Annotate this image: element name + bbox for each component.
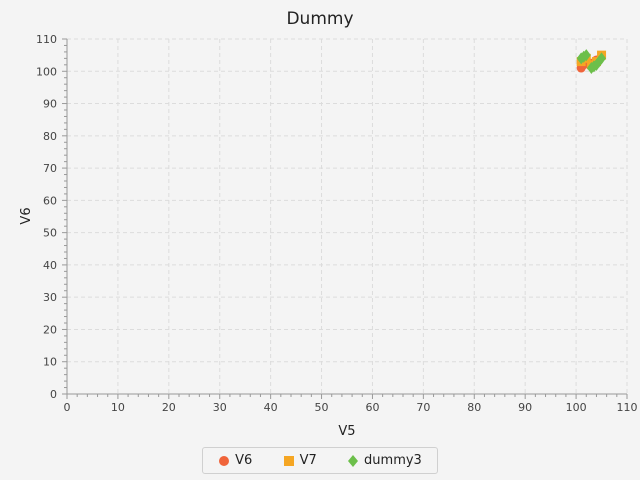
y-tick-label: 100 (36, 65, 57, 78)
y-tick-label: 40 (43, 259, 57, 272)
data-point (591, 58, 601, 71)
grid (67, 38, 628, 394)
x-tick-label: 80 (467, 401, 481, 414)
x-tick-label: 110 (617, 401, 638, 414)
y-axis-label: V6 (19, 207, 34, 224)
circle-marker-icon (218, 455, 230, 467)
legend-label: dummy3 (364, 453, 422, 468)
y-tick-label: 0 (50, 388, 57, 401)
x-tick-label: 90 (518, 401, 532, 414)
y-tick-label: 10 (43, 356, 57, 369)
y-tick-label: 90 (43, 98, 57, 111)
y-tick-label: 80 (43, 130, 57, 143)
x-axis-label: V5 (338, 424, 355, 439)
x-tick-label: 40 (264, 401, 278, 414)
x-tick-label: 70 (416, 401, 430, 414)
axes: 0 10 20 30 40 50 60 70 80 90 100 110 0 10 20 30 40 50 60 70… (36, 33, 638, 414)
diamond-marker-icon (347, 454, 359, 467)
y-tick-label: 110 (36, 33, 57, 46)
y-tick-label: 30 (43, 291, 57, 304)
x-tick-label: 50 (315, 401, 329, 414)
x-tick-label: 0 (64, 401, 71, 414)
square-marker-icon (283, 455, 295, 467)
x-tick-label: 10 (111, 401, 125, 414)
y-tick-label: 60 (43, 194, 57, 207)
legend-label: V6 (235, 453, 253, 468)
legend-item-dummy3[interactable]: dummy3 (347, 453, 422, 468)
legend-item-v6[interactable]: V6 (218, 453, 252, 468)
data-point (581, 49, 591, 62)
chart-title: Dummy (286, 9, 353, 29)
y-tick-label: 20 (43, 323, 57, 336)
plot-background (67, 39, 627, 394)
y-tick-label: 70 (43, 162, 57, 175)
x-tick-label: 100 (566, 401, 587, 414)
x-tick-label: 30 (213, 401, 227, 414)
data-point (597, 52, 607, 65)
legend: V6 V7 dummy3 (202, 447, 438, 474)
y-tick-label: 50 (43, 227, 57, 240)
legend-item-v7[interactable]: V7 (283, 453, 317, 468)
x-tick-label: 20 (162, 401, 176, 414)
x-tick-label: 60 (365, 401, 379, 414)
plot-area (576, 49, 607, 75)
legend-label: V7 (299, 453, 317, 468)
